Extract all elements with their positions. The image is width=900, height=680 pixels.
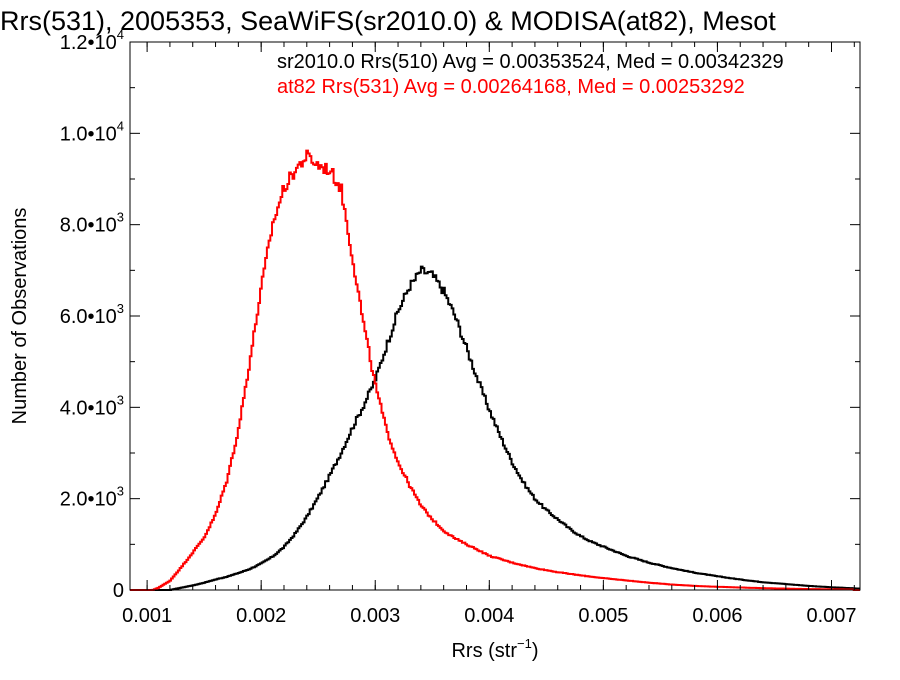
y-tick-exponent: 3 — [117, 392, 124, 407]
y-tick-label-0: 0 — [113, 580, 124, 602]
y-tick-exponent: 4 — [117, 27, 124, 42]
y-axis-label: Number of Observations — [9, 208, 31, 425]
x-tick-label-0: 0.001 — [122, 605, 172, 627]
series-2-line — [130, 149, 860, 591]
series-layer — [130, 149, 860, 591]
y-tick-mantissa: 8.0•10 — [60, 215, 117, 237]
y-tick-mantissa: 0 — [113, 580, 124, 602]
y-tick-exponent: 3 — [117, 301, 124, 316]
x-tick-label-3: 0.004 — [464, 605, 514, 627]
legend-entry-1: sr2010.0 Rrs(510) Avg = 0.00353524, Med … — [277, 51, 784, 73]
y-tick-label-3: 6.0•103 — [60, 301, 124, 328]
x-tick-label-4: 0.005 — [578, 605, 628, 627]
x-axis-label-sup: −1 — [517, 636, 532, 651]
y-tick-label-4: 8.0•103 — [60, 210, 124, 237]
y-tick-label-2: 4.0•103 — [60, 392, 124, 419]
chart-title: Rrs(531), 2005353, SeaWiFS(sr2010.0) & M… — [0, 6, 776, 36]
y-tick-label-5: 1.0•104 — [60, 118, 124, 145]
x-tick-label-6: 0.007 — [806, 605, 856, 627]
x-axis-label-close: ) — [532, 640, 539, 662]
x-tick-label-2: 0.003 — [350, 605, 400, 627]
x-tick-label-1: 0.002 — [236, 605, 286, 627]
y-tick-mantissa: 1.0•10 — [60, 123, 117, 145]
y-tick-label-6: 1.2•104 — [60, 27, 124, 54]
y-tick-label-1: 2.0•103 — [60, 484, 124, 511]
y-tick-mantissa: 4.0•10 — [60, 397, 117, 419]
y-tick-exponent: 3 — [117, 484, 124, 499]
y-tick-mantissa: 1.2•10 — [60, 32, 117, 54]
y-tick-exponent: 4 — [117, 118, 124, 133]
y-tick-mantissa: 2.0•10 — [60, 489, 117, 511]
y-tick-mantissa: 6.0•10 — [60, 306, 117, 328]
ticks-layer: 0.001 0.002 0.003 0.004 0.005 0.006 0.007 0 2.0•… — [60, 27, 860, 627]
plot-frame — [129, 41, 861, 591]
x-axis-label: Rrs (str−1) — [451, 636, 538, 662]
legend: sr2010.0 Rrs(510) Avg = 0.00353524, Med … — [277, 51, 784, 98]
legend-entry-2: at82 Rrs(531) Avg = 0.00264168, Med = 0.… — [277, 76, 745, 98]
x-axis-label-main: Rrs (str — [451, 640, 517, 662]
plot-area: 0.001 0.002 0.003 0.004 0.005 0.006 0.007 0 2.0•… — [60, 27, 861, 627]
y-tick-exponent: 3 — [117, 210, 124, 225]
x-tick-label-5: 0.006 — [692, 605, 742, 627]
series-1-line — [130, 265, 860, 591]
